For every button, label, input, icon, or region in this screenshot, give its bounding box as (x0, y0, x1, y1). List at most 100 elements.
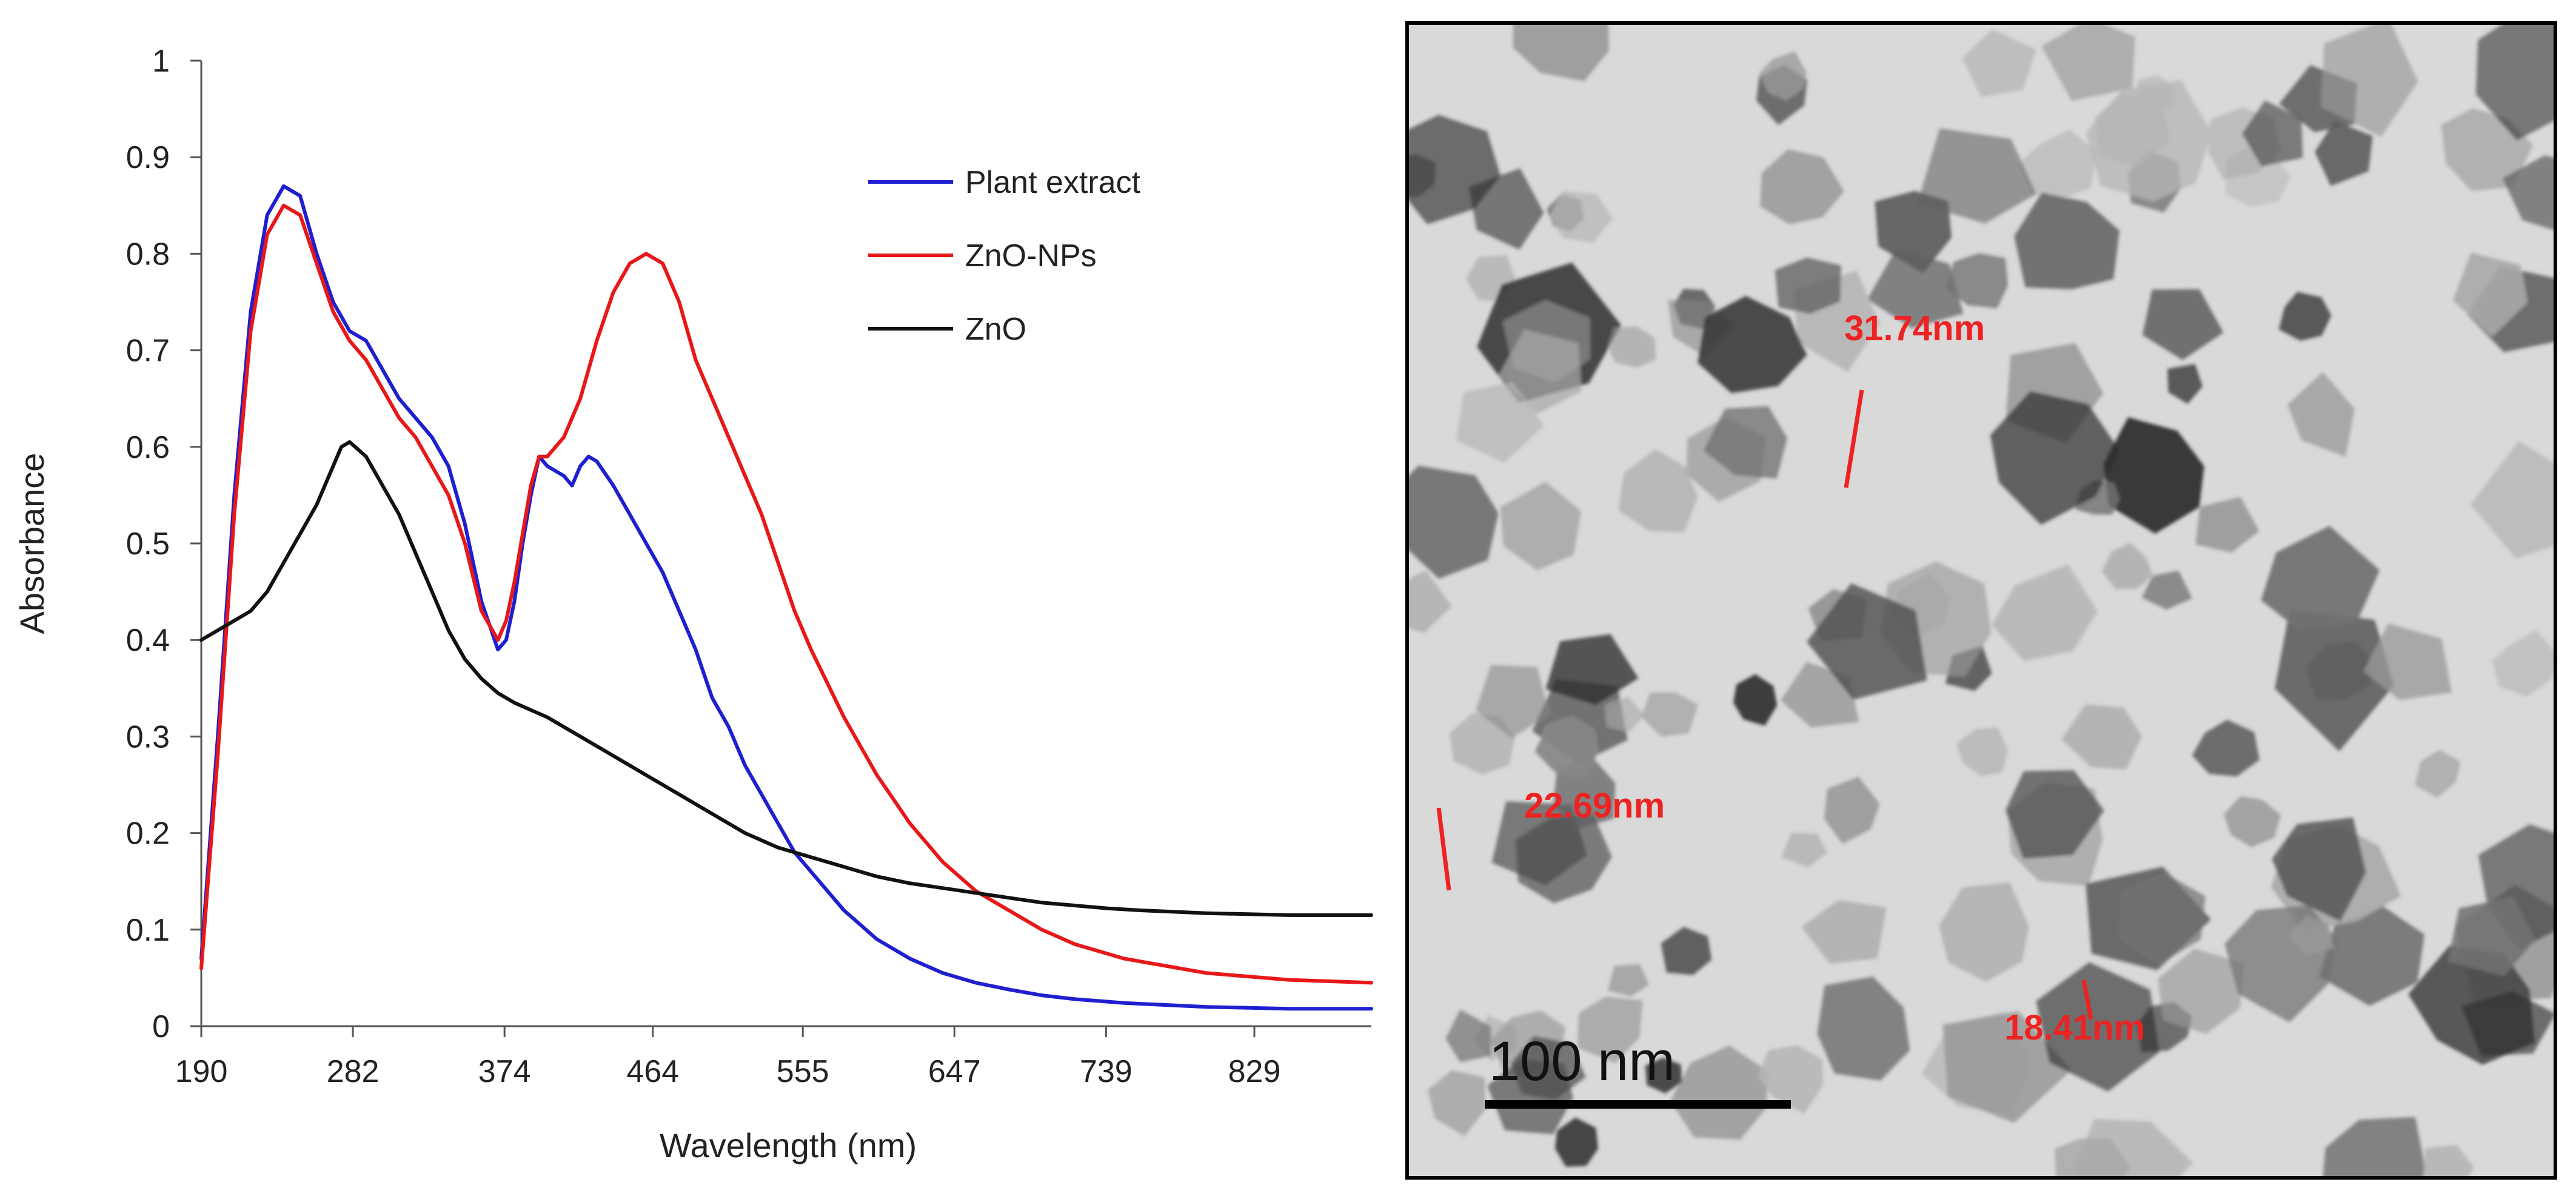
measurement-label-3: 18.41nm (2004, 1008, 2145, 1047)
nanoparticle (1577, 996, 1643, 1063)
series-lines (199, 184, 1373, 1011)
absorbance-chart: 0 0.1 0.2 0.3 0.4 0.5 0.6 0.7 0.8 0.9 1 190 282 374 4… (13, 44, 1373, 1164)
x-tick-label: 374 (478, 1054, 531, 1089)
y-tick-label: 0.7 (126, 334, 170, 369)
nanoparticle (1641, 692, 1698, 737)
measurement-label-1: 31.74nm (1844, 309, 1985, 348)
nanoparticle (1817, 976, 1910, 1081)
nanoparticle (1409, 154, 1436, 198)
nanoparticle (2167, 364, 2203, 404)
nanoparticle (1555, 1117, 1599, 1167)
nanoparticle (2315, 121, 2373, 186)
nanoparticle (2261, 526, 2380, 630)
nanoparticle (2288, 916, 2335, 955)
nanoparticle (1775, 257, 1841, 314)
y-tick-label: 0.9 (126, 140, 170, 175)
nanoparticle (2103, 417, 2204, 534)
nanoparticle (1760, 149, 1844, 224)
nanoparticle (2287, 372, 2355, 457)
nanoparticle (1618, 449, 1698, 532)
x-tick-label: 464 (626, 1054, 679, 1089)
x-axis-title: Wavelength (nm) (660, 1126, 917, 1164)
y-tick-label: 1 (152, 44, 170, 79)
measurement-line (1844, 389, 1864, 488)
nanoparticle (1939, 882, 2029, 982)
nanoparticle (2363, 623, 2452, 700)
nanoparticle (1645, 1057, 1682, 1094)
legend-label: ZnO-NPs (965, 238, 1097, 274)
nanoparticles (1409, 25, 2554, 1176)
nanoparticle (1781, 832, 1827, 868)
y-tick-label: 0.3 (126, 719, 170, 754)
series-line-plant-extract (199, 184, 1373, 1011)
nanoparticle (2275, 608, 2394, 751)
nanoparticle (1990, 391, 2119, 525)
legend-label: Plant extract (965, 165, 1141, 200)
nanoparticle (2502, 155, 2554, 230)
nanoparticle (2036, 962, 2159, 1092)
series-line-zno-nps (199, 203, 1373, 985)
nanoparticle (2158, 949, 2244, 1034)
nanoparticle (2242, 100, 2303, 167)
nanoparticle (1956, 727, 2009, 776)
nanoparticle (2142, 571, 2192, 610)
nanoparticle (1962, 29, 2036, 97)
nanoparticle (1534, 717, 1597, 779)
nanoparticle (2101, 542, 2153, 590)
nanoparticle (1409, 115, 1501, 224)
y-tick-label: 0.8 (126, 237, 170, 272)
nanoparticle (2475, 25, 2554, 141)
nanoparticle (2086, 79, 2212, 201)
measurement-lines (1436, 389, 2093, 1020)
nanoparticle (1991, 564, 2098, 661)
nanoparticle (2121, 874, 2206, 964)
nanoparticle (2278, 292, 2332, 341)
y-tick-label: 0.6 (126, 430, 170, 465)
nanoparticle (1942, 1011, 2072, 1123)
nanoparticle (2041, 25, 2135, 101)
y-tick-label: 0.4 (126, 623, 170, 658)
legend: Plant extract ZnO-NPs ZnO (868, 165, 1141, 347)
y-tick-label: 0 (152, 1009, 170, 1044)
nanoparticle (1703, 406, 1787, 479)
nanoparticle (2014, 192, 2119, 289)
nanoparticle (1759, 51, 1807, 101)
nanoparticle (1875, 190, 1952, 274)
nanoparticle (2272, 817, 2366, 922)
nanoparticle (1605, 696, 1644, 732)
measurement-label-2: 22.69nm (1524, 786, 1665, 825)
y-axis-title: Absorbance (13, 453, 51, 634)
nanoparticle (2447, 896, 2535, 976)
nanoparticle (2319, 906, 2425, 1006)
nanoparticle (1449, 713, 1515, 775)
nanoparticle (1670, 1045, 1768, 1140)
nanoparticle (2136, 75, 2174, 115)
x-tick-label: 829 (1228, 1054, 1281, 1089)
measurement-line (2081, 979, 2093, 1020)
nanoparticle (2006, 770, 2104, 859)
nanoparticle (1409, 465, 1499, 579)
nanoparticle (1607, 326, 1656, 368)
measurement-line (1436, 807, 1451, 891)
tem-micrograph: 31.74nm 22.69nm 18.41nm 100 nm (1405, 21, 2557, 1180)
nanoparticle (1491, 801, 1587, 886)
y-tick-label: 0.5 (126, 526, 170, 562)
nanoparticle (1824, 776, 1880, 844)
nanoparticle (1917, 128, 2036, 224)
nanoparticle (2415, 750, 2461, 798)
nanoparticle (1428, 1070, 1485, 1137)
nanoparticle (2192, 719, 2260, 777)
x-tick-label: 190 (175, 1054, 228, 1089)
nanoparticle (1733, 674, 1778, 726)
nanoparticle (1513, 25, 1610, 81)
nanoparticle (1758, 1045, 1824, 1114)
nanoparticle (2061, 704, 2142, 770)
scale-bar-label: 100 nm (1489, 1030, 1675, 1092)
nanoparticle (1476, 665, 1550, 739)
y-tick-label: 0.2 (126, 816, 170, 852)
nanoparticle (2323, 1117, 2426, 1176)
nanoparticle (2492, 630, 2554, 697)
nanoparticle (1807, 583, 1927, 700)
nanoparticle (1945, 253, 2008, 309)
